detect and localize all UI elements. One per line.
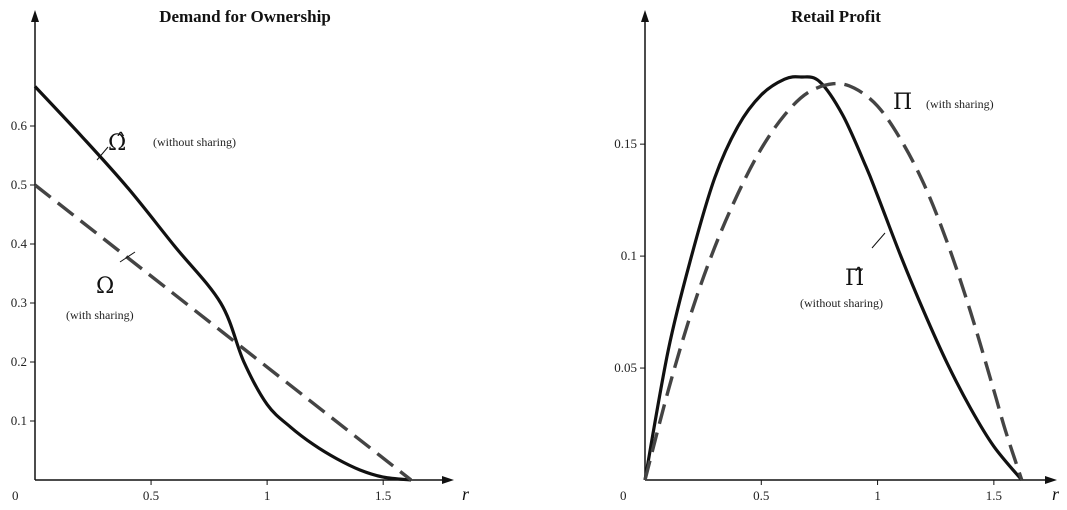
x-axis-label: r [462, 484, 470, 504]
y-tick-label: 0.05 [614, 360, 637, 375]
origin-label: 0 [620, 488, 627, 503]
y-axis-arrow [31, 10, 39, 22]
demand-chart: Demand for Ownership 0 r 0.5 1 1.50.10.20.… [11, 7, 470, 504]
y-tick-label: 0.1 [621, 248, 637, 263]
annotation-with-sharing: (with sharing) [66, 308, 134, 322]
ticks: 0.5 1 1.5 0.1 0.2 0.3 0.4 0.5 0.6 [11, 118, 392, 503]
dashed-series-line [643, 81, 1024, 481]
y-tick-label: 0.15 [614, 136, 637, 151]
x-tick-label: 1 [264, 488, 271, 503]
annotation-without-sharing: (without sharing) [153, 135, 236, 149]
annotation-with-sharing: (with sharing) [926, 97, 994, 111]
x-tick-label: 1.5 [986, 488, 1002, 503]
ticks: 0.5 1 1.5 0.05 0.1 0.15 [614, 136, 1002, 503]
dashed-series-line [33, 183, 413, 482]
x-tick-label: 1.5 [375, 488, 391, 503]
annotation-leader [871, 232, 886, 249]
solid-series-line [33, 85, 412, 482]
x-tick-label: 0.5 [753, 488, 769, 503]
x-tick-label: 0.5 [143, 488, 159, 503]
series-group [643, 75, 1024, 482]
chart-title: Retail Profit [791, 7, 881, 26]
chart-title: Demand for Ownership [159, 7, 331, 26]
solid-series-line [643, 75, 1023, 482]
annotation-leader [96, 146, 109, 161]
x-axis-label: r [1052, 484, 1060, 504]
pi-symbol: Π [893, 90, 912, 115]
y-tick-label: 0.3 [11, 295, 27, 310]
omega-hat-symbol: Ω̂ [108, 131, 126, 156]
x-tick-label: 1 [874, 488, 881, 503]
profit-chart: Retail Profit 0 r 0.5 1 1.5 0.05 0.1 0.15 Π (… [614, 7, 1060, 504]
y-axis-arrow [641, 10, 649, 22]
omega-symbol: Ω [96, 274, 114, 299]
pi-hat-symbol: Π̂ [845, 266, 864, 291]
y-tick-label: 0.5 [11, 177, 27, 192]
y-tick-label: 0.4 [11, 236, 28, 251]
x-axis-arrow [442, 476, 454, 484]
annotation-without-sharing: (without sharing) [800, 296, 883, 310]
annotation-leader [119, 251, 136, 263]
series-group [33, 85, 413, 482]
x-axis-arrow [1045, 476, 1057, 484]
origin-label: 0 [12, 488, 19, 503]
y-tick-label: 0.1 [11, 413, 27, 428]
y-tick-label: 0.2 [11, 354, 27, 369]
y-tick-label: 0.6 [11, 118, 28, 133]
